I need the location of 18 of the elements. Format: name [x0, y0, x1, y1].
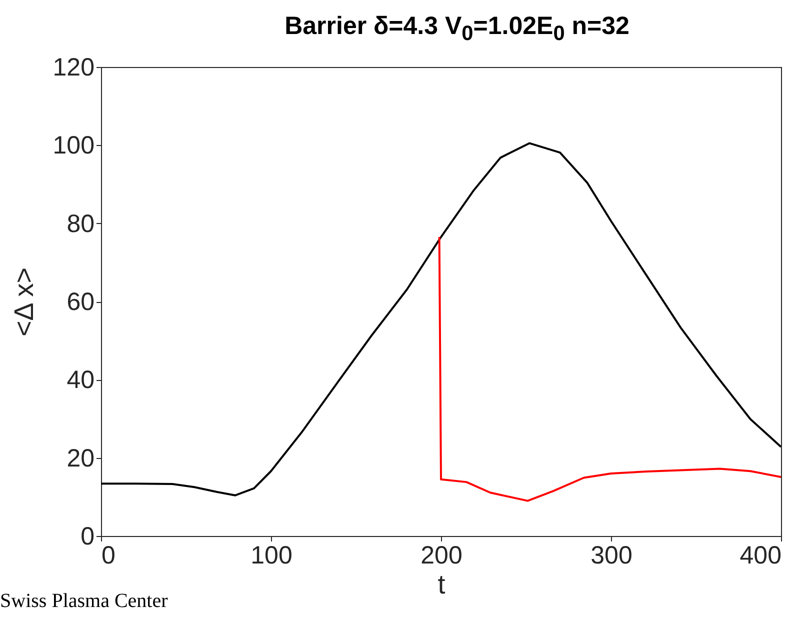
- y-tick-label: 80: [66, 210, 94, 238]
- chart-title: Barrier δ=4.3 V$_{0}$=1.02E$_{0}$ n=32: [284, 12, 630, 46]
- x-axis-title: t: [438, 570, 446, 600]
- y-tick-label: 20: [66, 444, 94, 472]
- x-tick-label: 400: [740, 542, 782, 570]
- y-tick-label: 60: [66, 288, 94, 316]
- x-tick-label: 300: [590, 542, 632, 570]
- y-tick-label: 0: [80, 522, 94, 550]
- x-tick-label: 100: [250, 542, 292, 570]
- y-tick-label: 120: [52, 54, 94, 82]
- x-tick-label: 0: [102, 542, 116, 570]
- x-tick-label: 200: [420, 542, 462, 570]
- y-tick-label: 40: [66, 366, 94, 394]
- text: Swiss Plasma Center: [0, 590, 168, 613]
- line-series: [101, 142, 781, 496]
- line-series: [438, 236, 781, 502]
- y-tick-label: 100: [52, 132, 94, 160]
- y-axis-title: <Δ x>: [8, 267, 39, 337]
